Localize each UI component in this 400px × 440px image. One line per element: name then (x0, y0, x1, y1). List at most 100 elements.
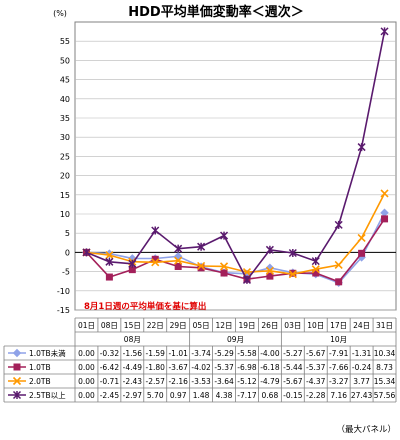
data-point (380, 27, 389, 36)
data-label: 27.43 (351, 391, 373, 400)
data-point (220, 231, 229, 240)
legend-label: 2.5TB以上 (29, 391, 66, 400)
data-label: 57.56 (374, 391, 396, 400)
data-label: -2.57 (146, 377, 166, 386)
data-point (357, 143, 366, 152)
data-point (381, 215, 389, 223)
data-label: -5.67 (283, 377, 303, 386)
data-point (311, 257, 320, 266)
data-point (358, 249, 366, 257)
data-point (12, 376, 22, 386)
data-label: -6.42 (100, 363, 120, 372)
data-label: 0.00 (78, 363, 95, 372)
data-label: -1.59 (146, 349, 166, 358)
y-tick-label: -10 (57, 287, 70, 296)
y-tick-label: 5 (65, 229, 70, 238)
x-tick-label: 26日 (261, 321, 278, 330)
x-tick-label: 19日 (238, 321, 255, 330)
data-label: -5.12 (237, 377, 257, 386)
data-point (242, 275, 251, 284)
data-point (219, 262, 229, 271)
data-label: -3.74 (191, 349, 211, 358)
y-tick-label: 55 (60, 37, 70, 46)
y-tick-label: -5 (62, 268, 70, 277)
data-label: -5.27 (283, 349, 303, 358)
x-tick-label: 29日 (170, 321, 187, 330)
data-label: -2.43 (123, 377, 143, 386)
data-point (197, 242, 206, 251)
data-label: -7.17 (237, 391, 257, 400)
legend-key (8, 348, 26, 358)
x-tick-label: 31日 (376, 321, 393, 330)
data-point (82, 248, 91, 257)
month-label: 10月 (330, 335, 347, 344)
data-point (174, 244, 183, 253)
data-label: -3.53 (191, 377, 211, 386)
data-label: -1.31 (352, 349, 372, 358)
series-line (85, 218, 386, 283)
data-point (265, 245, 274, 254)
data-point (105, 273, 113, 281)
data-label: 0.00 (78, 349, 95, 358)
y-tick-label: 15 (60, 191, 70, 200)
data-label: -4.79 (260, 377, 280, 386)
data-point (13, 363, 21, 371)
x-tick-label: 05日 (193, 321, 210, 330)
month-label: 08月 (124, 335, 141, 344)
data-label: -4.37 (306, 377, 326, 386)
y-tick-label: 35 (60, 114, 70, 123)
data-point (151, 226, 160, 235)
data-point (105, 257, 114, 266)
series-1.0TB (82, 215, 389, 286)
legend-key (8, 390, 26, 400)
y-tick-label: 25 (60, 152, 70, 161)
data-point (288, 248, 297, 258)
y-tick-label: 0 (65, 248, 70, 257)
data-label: 15.34 (374, 377, 396, 386)
data-label: 10.34 (374, 349, 396, 358)
data-label: 4.38 (216, 391, 233, 400)
data-point (334, 260, 343, 270)
data-label: -0.71 (100, 377, 120, 386)
y-tick-label: 50 (60, 56, 70, 65)
data-label: -2.28 (306, 391, 326, 400)
data-point (151, 258, 160, 267)
x-tick-label: 10日 (307, 321, 324, 330)
y-tick-label: 20 (60, 172, 70, 181)
data-point (357, 233, 366, 242)
data-label: 0.00 (78, 391, 95, 400)
data-label: -4.00 (260, 349, 280, 358)
data-label: -3.64 (214, 377, 234, 386)
y-tick-label: 10 (60, 210, 70, 219)
legend-key (8, 376, 26, 386)
data-label: -6.18 (260, 363, 280, 372)
series-layer (82, 27, 389, 287)
data-label: 0.97 (170, 391, 187, 400)
chart-annotation: 8月1日週の平均単価を基に算出 (84, 301, 206, 312)
data-label: -6.98 (237, 363, 257, 372)
series-line (86, 193, 386, 276)
data-label: -5.29 (214, 349, 234, 358)
x-tick-label: 17日 (330, 321, 347, 330)
data-point (265, 266, 274, 275)
data-point (288, 270, 297, 279)
grid (74, 21, 397, 311)
legend-label: 1.0TB未満 (29, 348, 66, 358)
data-label: -0.24 (352, 363, 372, 372)
data-label: -1.80 (146, 363, 166, 372)
data-label: -7.91 (329, 349, 349, 358)
data-point (128, 259, 137, 268)
y-axis: -15 -10 -5 0 5 10 15 20 25 30 35 40 45 50 55 (57, 37, 70, 315)
x-tick-label: 08日 (101, 321, 118, 330)
data-point (266, 272, 274, 280)
plot-area (74, 21, 397, 311)
data-point (334, 220, 343, 229)
data-point (174, 256, 183, 265)
data-label: 0.68 (262, 391, 279, 400)
legend-label: 1.0TB (29, 363, 51, 372)
x-tick-label: 12日 (216, 321, 233, 330)
data-point (174, 262, 182, 270)
data-point (12, 390, 22, 400)
data-label: -5.37 (214, 363, 234, 372)
